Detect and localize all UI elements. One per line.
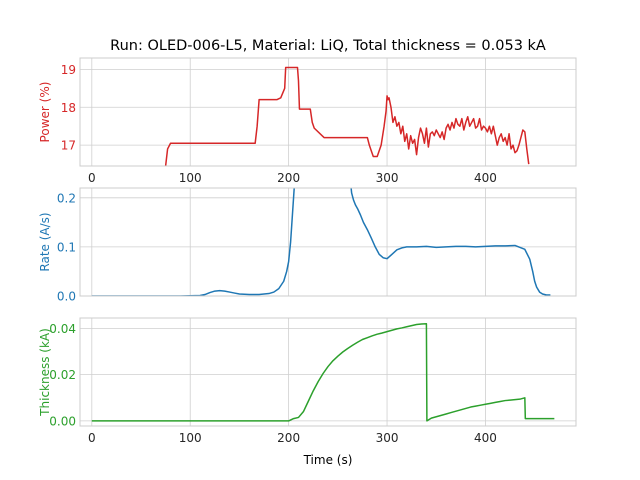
chart-title: Run: OLED-006-L5, Material: LiQ, Total t… — [110, 38, 546, 54]
x-tick-label: 300 — [376, 171, 399, 185]
y-tick-label: 18 — [61, 101, 76, 115]
x-tick-label: 200 — [277, 171, 300, 185]
x-tick-label: 200 — [277, 431, 300, 445]
plot-frame — [79, 187, 577, 297]
x-tick-label: 0 — [88, 431, 96, 445]
subplot-rate: 0.0 0.1 0.2 Rate (A/s) — [38, 187, 577, 304]
x-tick-label: 0 — [88, 171, 96, 185]
y-axis-label: Rate (A/s) — [38, 212, 52, 271]
y-tick-label: 0.04 — [49, 322, 76, 336]
plot-area — [80, 58, 576, 166]
x-tick-label: 300 — [376, 431, 399, 445]
plot-frame — [79, 317, 577, 427]
y-tick-label: 0.2 — [57, 191, 76, 205]
x-axis-label: Time (s) — [303, 453, 353, 467]
subplot-power: 0 100 200 300 400 17 18 19 Power (%) — [38, 57, 577, 185]
x-tick-label: 400 — [474, 171, 497, 185]
y-axis-label: Thickness (kA) — [38, 328, 52, 417]
y-tick-label: 0.1 — [57, 240, 76, 254]
series-line-thickness — [91, 323, 555, 422]
series-line-rate — [91, 188, 551, 296]
x-tick-label: 400 — [474, 431, 497, 445]
y-tick-label: 0.0 — [57, 290, 76, 304]
plot-frame — [79, 57, 577, 167]
x-tick-label: 100 — [179, 431, 202, 445]
plot-area — [80, 318, 576, 426]
subplots: 0 100 200 300 400 17 18 19 Power (%) 0.0 0.1 0.2 Rat… — [38, 57, 577, 445]
x-tick-label: 100 — [179, 171, 202, 185]
y-tick-label: 19 — [61, 63, 76, 77]
series-line-power — [164, 66, 530, 166]
y-tick-label: 0.02 — [49, 368, 76, 382]
plot-area — [80, 188, 576, 296]
y-tick-label: 17 — [61, 139, 76, 153]
y-tick-label: 0.00 — [49, 414, 76, 428]
y-axis-label: Power (%) — [38, 82, 52, 143]
